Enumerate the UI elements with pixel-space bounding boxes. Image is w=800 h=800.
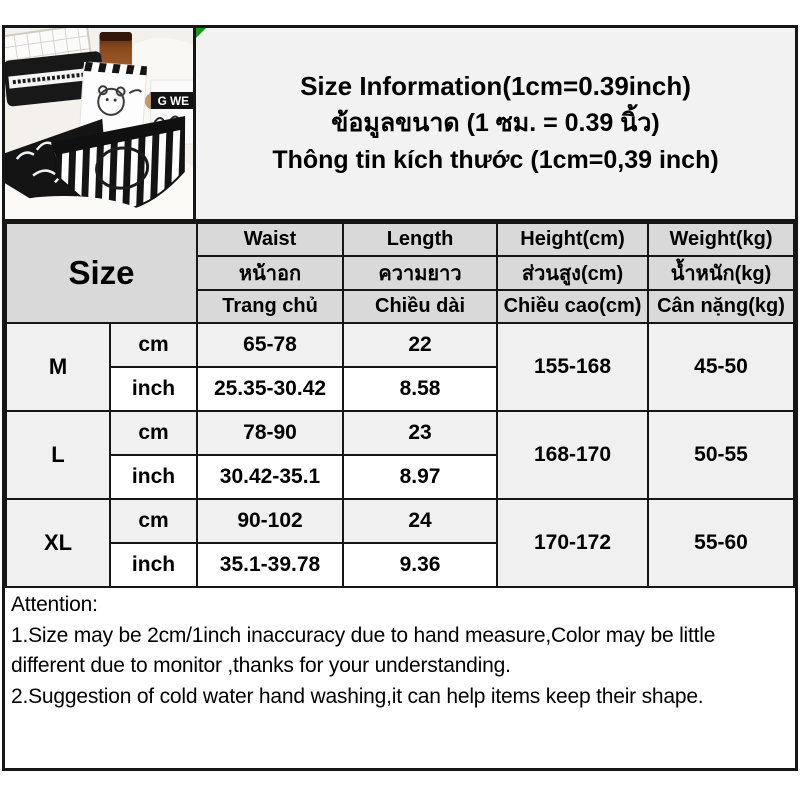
product-photo: G WE (5, 28, 196, 219)
size-l: L (5, 410, 111, 500)
striped-underwear (51, 115, 186, 212)
black-clutch (5, 51, 105, 107)
header-height-en: Height(cm) (496, 222, 650, 257)
row-l-inch: inch 30.42-35.1 8.97 (6, 454, 794, 500)
m-waist-cm: 65-78 (196, 322, 345, 368)
header-row-en: Size Waist Length Height(cm) Weight(kg) (4, 222, 795, 324)
xl-waist-inch: 35.1-39.78 (196, 542, 345, 588)
top-row: G WE (5, 28, 795, 222)
size-table: Size Waist Length Height(cm) Weight(kg) … (4, 222, 795, 588)
size-info-sheet: G WE (2, 25, 798, 771)
attention-line-2: 2.Suggestion of cold water hand washing,… (11, 684, 704, 708)
product-photo-illustration: G WE (5, 28, 193, 219)
header-length-en: Length (342, 222, 499, 257)
l-height: 168-170 (496, 410, 650, 500)
header-waist-vi: Trang chủ (196, 289, 345, 324)
l-waist-inch: 30.42-35.1 (196, 454, 345, 500)
header-row-vi: Trang chủ Chiều dài Chiều cao(cm) Cân nặ… (6, 289, 795, 324)
xl-weight: 55-60 (647, 498, 795, 588)
title-panel: Size Information(1cm=0.39inch) ข้อมูลขนา… (196, 28, 795, 219)
unit-m-cm: cm (108, 322, 199, 368)
header-weight-en: Weight(kg) (647, 222, 795, 257)
gwe-label: G WE (158, 94, 190, 108)
title-english: Size Information(1cm=0.39inch) (300, 71, 691, 101)
size-m: M (5, 322, 111, 412)
m-weight: 45-50 (647, 322, 795, 412)
header-length-th: ความยาว (342, 255, 499, 291)
knit-foreground (5, 196, 152, 219)
title-vietnamese: Thông tin kích thước (1cm=0,39 inch) (272, 146, 719, 174)
m-length-inch: 8.58 (342, 366, 499, 412)
row-xl-inch: inch 35.1-39.78 9.36 (6, 542, 794, 588)
unit-l-cm: cm (108, 410, 199, 456)
unit-m-inch: inch (108, 366, 199, 412)
row-m-cm: M cm 65-78 22 155-168 45-50 (5, 322, 795, 412)
attention-box: Attention: 1.Size may be 2cm/1inch inacc… (5, 588, 795, 768)
header-waist-en: Waist (196, 222, 345, 257)
attention-heading: Attention: (11, 593, 98, 616)
header-row-th: หน้าอก ความยาว ส่วนสูง(cm) น้ำหนัก(kg) (6, 255, 795, 291)
header-size: Size (4, 222, 199, 324)
xl-height: 170-172 (496, 498, 650, 588)
header-height-th: ส่วนสูง(cm) (496, 255, 650, 291)
header-height-vi: Chiều cao(cm) (496, 289, 650, 324)
row-l-cm: L cm 78-90 23 168-170 50-55 (5, 410, 795, 500)
l-length-cm: 23 (342, 410, 499, 456)
header-weight-vi: Cân nặng(kg) (647, 289, 795, 324)
row-m-inch: inch 25.35-30.42 8.58 (6, 366, 794, 412)
bear-pouch (79, 61, 148, 137)
unit-l-inch: inch (108, 454, 199, 500)
xl-length-cm: 24 (342, 498, 499, 544)
size-xl: XL (5, 498, 111, 588)
l-length-inch: 8.97 (342, 454, 499, 500)
row-xl-cm: XL cm 90-102 24 170-172 55-60 (5, 498, 795, 588)
title-thai: ข้อมูลขนาด (1 ซม. = 0.39 นิ้ว) (331, 109, 660, 137)
unit-xl-cm: cm (108, 498, 199, 544)
unit-xl-inch: inch (108, 542, 199, 588)
xl-length-inch: 9.36 (342, 542, 499, 588)
l-waist-cm: 78-90 (196, 410, 345, 456)
l-weight: 50-55 (647, 410, 795, 500)
m-height: 155-168 (496, 322, 650, 412)
m-length-cm: 22 (342, 322, 499, 368)
header-waist-th: หน้าอก (196, 255, 345, 291)
header-weight-th: น้ำหนัก(kg) (647, 255, 795, 291)
m-waist-inch: 25.35-30.42 (196, 366, 345, 412)
xl-waist-cm: 90-102 (196, 498, 345, 544)
attention-line-1: 1.Size may be 2cm/1inch inaccuracy due t… (11, 623, 716, 678)
corner-flag-icon (196, 28, 206, 38)
header-length-vi: Chiều dài (342, 289, 499, 324)
